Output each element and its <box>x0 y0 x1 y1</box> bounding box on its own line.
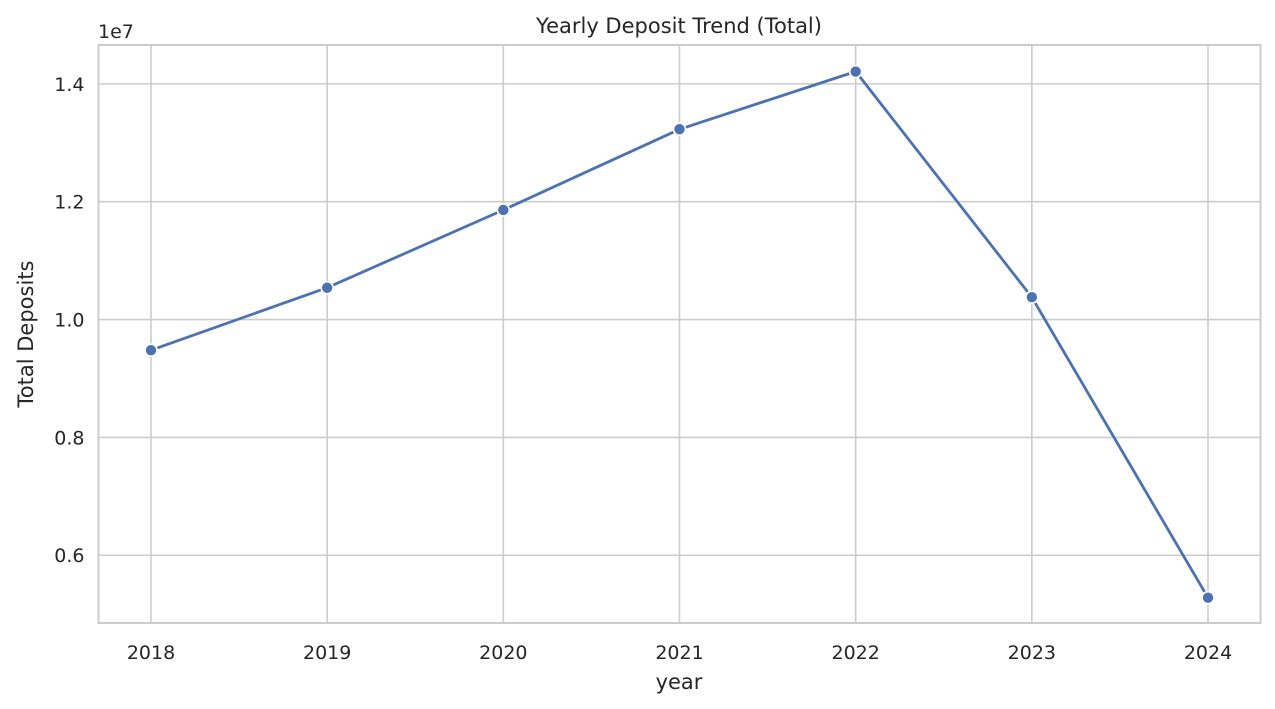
y-tick-label: 1.0 <box>54 310 84 332</box>
x-ticks-group: 2018 2019 2020 2021 2022 2023 2024 <box>127 642 1232 664</box>
x-tick-label: 2023 <box>1008 642 1056 664</box>
y-tick-label: 0.6 <box>54 545 84 567</box>
x-tick-label: 2021 <box>655 642 703 664</box>
data-point <box>1025 290 1039 304</box>
grid-group <box>98 45 1261 623</box>
chart-title: Yearly Deposit Trend (Total) <box>535 14 822 38</box>
data-point <box>144 343 158 358</box>
series-points-group <box>144 64 1215 605</box>
x-tick-label: 2022 <box>831 642 879 664</box>
y-ticks-group: 0.6 0.8 1.0 1.2 1.4 <box>54 74 84 567</box>
data-point <box>496 203 511 217</box>
data-point <box>848 64 863 79</box>
x-tick-label: 2024 <box>1184 642 1232 664</box>
x-tick-label: 2019 <box>303 642 351 664</box>
x-tick-label: 2018 <box>127 642 175 664</box>
x-tick-label: 2020 <box>479 642 527 664</box>
data-point <box>320 280 334 295</box>
y-tick-label: 0.8 <box>54 427 84 449</box>
x-axis-label: year <box>656 670 703 694</box>
data-point <box>1201 590 1215 605</box>
plot-frame <box>97 44 1262 624</box>
y-axis-label: Total Deposits <box>14 261 38 409</box>
y-tick-label: 1.2 <box>54 192 84 214</box>
data-point <box>672 122 687 137</box>
y-tick-label: 1.4 <box>54 74 84 96</box>
y-offset-label: 1e7 <box>98 21 134 43</box>
